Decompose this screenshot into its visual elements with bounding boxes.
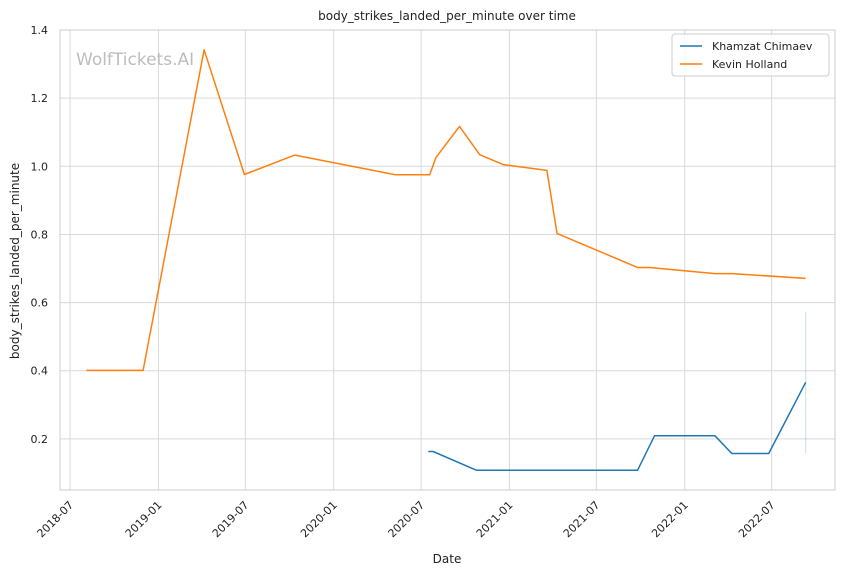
- plot-area: [59, 29, 836, 491]
- x-tick-label: 2022-01: [649, 499, 691, 541]
- series-line-khamzat-chimaev: [428, 381, 807, 471]
- x-tick-label: 2019-01: [123, 499, 165, 541]
- x-axis-label: Date: [433, 552, 462, 566]
- y-tick-label: 0.2: [31, 433, 49, 446]
- y-tick-label: 1.0: [31, 160, 49, 173]
- y-tick-label: 1.2: [31, 92, 49, 105]
- x-tick-label: 2021-01: [474, 499, 516, 541]
- chart-title: body_strikes_landed_per_minute over time: [318, 9, 576, 23]
- x-tick-label: 2019-07: [210, 499, 252, 541]
- y-tick-label: 0.6: [31, 297, 49, 310]
- x-tick-label: 2020-07: [386, 499, 428, 541]
- series-line-kevin-holland: [86, 49, 806, 372]
- y-tick-label: 0.4: [31, 365, 49, 378]
- legend-label-khamzat-chimaev: Khamzat Chimaev: [712, 40, 813, 53]
- x-tick-label: 2022-07: [736, 499, 778, 541]
- legend-box: [671, 33, 830, 77]
- x-tick-label: 2020-01: [298, 499, 340, 541]
- series-layer: [86, 49, 807, 471]
- x-tick-label: 2018-07: [35, 499, 77, 541]
- y-tick-label: 0.8: [31, 228, 49, 241]
- y-tick-label: 1.4: [31, 24, 49, 37]
- x-tick-label: 2021-07: [561, 499, 603, 541]
- y-axis-label: body_strikes_landed_per_minute: [8, 163, 22, 359]
- y-axis-ticks: 0.2 0.4 0.6 0.8 1.0 1.2 1.4: [31, 24, 49, 446]
- legend: Khamzat Chimaev Kevin Holland: [671, 33, 830, 77]
- watermark-text: WolfTickets.AI: [76, 50, 194, 70]
- legend-label-kevin-holland: Kevin Holland: [712, 58, 787, 71]
- grid: [60, 29, 835, 490]
- x-axis-ticks: 2018-07 2019-01 2019-07 2020-01 2020-07 2021-…: [35, 499, 778, 541]
